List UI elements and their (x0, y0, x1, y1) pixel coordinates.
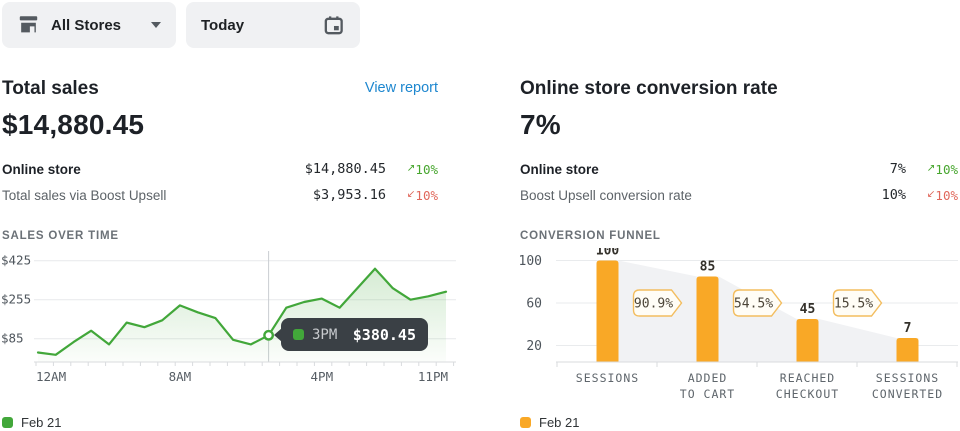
conversion-rate-value: 7% (520, 109, 561, 140)
svg-text:85: 85 (700, 259, 716, 274)
conversion-rate-title: Online store conversion rate (520, 78, 778, 99)
conversion-rate-panel: Online store conversion rate 7% Online s… (520, 78, 958, 242)
svg-text:CONVERTED: CONVERTED (872, 387, 943, 401)
metric-value: $3,953.16 (312, 187, 386, 203)
sales-over-time-heading: SALES OVER TIME (2, 230, 119, 242)
conversion-rate-breakdown: Online store 7% ↗10% Boost Upsell conver… (520, 156, 958, 208)
metric-delta-down: ↙10% (406, 187, 438, 203)
metric-label: Online store (2, 161, 81, 177)
svg-text:$85: $85 (1, 331, 24, 346)
total-sales-panel: Total sales View report $14,880.45 Onlin… (2, 78, 438, 242)
date-filter-button[interactable]: Today (186, 2, 360, 48)
calendar-icon (324, 15, 343, 34)
legend-label: Feb 21 (539, 415, 580, 430)
total-sales-breakdown: Online store $14,880.45 ↗10% Total sales… (2, 156, 438, 208)
metric-label: Online store (520, 161, 599, 177)
sales-chart-legend: Feb 21 (2, 415, 61, 430)
metric-delta-up: ↗10% (406, 161, 438, 177)
svg-text:45: 45 (800, 302, 816, 317)
svg-text:11PM: 11PM (418, 369, 448, 384)
svg-text:SESSIONS: SESSIONS (576, 371, 639, 385)
svg-text:TO CART: TO CART (680, 387, 735, 401)
metric-value: 10% (881, 187, 906, 203)
metric-label: Total sales via Boost Upsell (2, 187, 167, 203)
store-filter-label: All Stores (51, 16, 122, 34)
svg-text:60: 60 (526, 297, 542, 312)
total-sales-title: Total sales (2, 78, 99, 99)
svg-text:54.5%: 54.5% (734, 297, 773, 312)
svg-text:$425: $425 (1, 253, 31, 268)
legend-swatch-green (2, 417, 13, 428)
metric-delta-up: ↗10% (926, 161, 958, 177)
tooltip-time: 3PM (312, 326, 338, 343)
arrow-up-right-icon: ↗ (926, 161, 936, 174)
svg-text:100: 100 (519, 254, 542, 269)
svg-text:90.9%: 90.9% (634, 297, 673, 312)
metric-row-boost-upsell-sales: Total sales via Boost Upsell $3,953.16 ↙… (2, 182, 438, 208)
conversion-funnel-bar-chart[interactable]: 100 60 20 100 85 45 7 90.9% 54.5% 15.5% SESSIONS AD… (518, 248, 960, 410)
metric-value: 7% (889, 161, 906, 177)
conversion-funnel-heading: CONVERSION FUNNEL (520, 230, 661, 242)
chevron-down-icon (151, 22, 161, 28)
svg-text:$255: $255 (1, 292, 31, 307)
store-icon (19, 16, 38, 33)
svg-text:7: 7 (904, 321, 912, 336)
total-sales-value: $14,880.45 (2, 109, 145, 140)
arrow-down-left-icon: ↙ (406, 187, 416, 200)
svg-text:CHECKOUT: CHECKOUT (776, 387, 839, 401)
funnel-chart-legend: Feb 21 (520, 415, 579, 430)
metric-row-boost-upsell-rate: Boost Upsell conversion rate 10% ↙10% (520, 182, 958, 208)
metric-delta-down: ↙10% (926, 187, 958, 203)
tooltip-series-swatch (293, 329, 304, 340)
svg-text:12AM: 12AM (36, 369, 66, 384)
store-filter-button[interactable]: All Stores (2, 2, 176, 48)
metric-row-online-store: Online store $14,880.45 ↗10% (2, 156, 438, 182)
arrow-down-left-icon: ↙ (926, 187, 936, 200)
metric-label: Boost Upsell conversion rate (520, 187, 692, 203)
tooltip-value: $380.45 (352, 325, 416, 344)
svg-text:100: 100 (596, 248, 620, 259)
svg-text:SESSIONS: SESSIONS (876, 371, 939, 385)
arrow-up-right-icon: ↗ (406, 161, 416, 174)
metric-row-online-store-rate: Online store 7% ↗10% (520, 156, 958, 182)
svg-text:REACHED: REACHED (780, 371, 835, 385)
view-report-link[interactable]: View report (364, 80, 438, 96)
metric-value: $14,880.45 (304, 161, 386, 177)
legend-swatch-orange (520, 417, 531, 428)
chart-tooltip: 3PM $380.45 (274, 318, 428, 351)
svg-text:4PM: 4PM (311, 369, 334, 384)
svg-text:15.5%: 15.5% (834, 297, 873, 312)
svg-text:20: 20 (526, 339, 542, 354)
date-filter-label: Today (201, 16, 245, 34)
svg-text:8AM: 8AM (169, 369, 192, 384)
legend-label: Feb 21 (21, 415, 62, 430)
svg-text:ADDED: ADDED (688, 371, 728, 385)
